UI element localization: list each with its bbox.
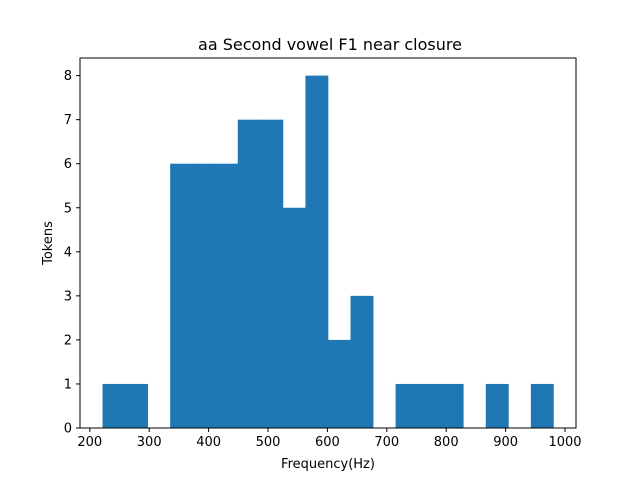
histogram-bar-1: [125, 383, 148, 428]
y-tick-label: 1: [64, 377, 72, 392]
histogram-bar-15: [440, 383, 464, 428]
histogram-bar-3: [170, 163, 194, 428]
y-tick-label: 3: [64, 289, 72, 304]
x-tick-label: 400: [196, 435, 221, 450]
y-tick-label: 5: [64, 201, 72, 216]
y-tick-label: 0: [64, 422, 72, 437]
histogram-bar-17: [485, 383, 509, 428]
y-tick-label: 8: [64, 69, 72, 84]
histogram-bar-9: [305, 75, 329, 428]
histogram-bar-13: [395, 383, 419, 428]
x-axis-label: Frequency(Hz): [281, 457, 375, 472]
y-tick-label: 7: [64, 113, 72, 128]
plot-frame: [79, 57, 577, 429]
chart-title: aa Second vowel F1 near closure: [198, 35, 462, 54]
histogram-bar-14: [418, 383, 442, 428]
histogram-bar-4: [192, 163, 216, 428]
histogram-bar-8: [282, 207, 306, 428]
y-axis-ticks: 0 1 2 3 4 5 6 7 8: [64, 69, 80, 437]
x-tick-label: 500: [256, 435, 281, 450]
x-tick-label: 800: [434, 435, 459, 450]
histogram-bar-0: [102, 383, 126, 428]
histogram-bar-19: [530, 383, 554, 428]
bars-group: [102, 75, 554, 429]
y-tick-label: 2: [64, 333, 72, 348]
histogram-bar-7: [260, 119, 284, 429]
histogram-bar-11: [350, 295, 374, 428]
histogram-bar-5: [215, 163, 239, 428]
y-axis-label: Tokens: [41, 221, 56, 266]
histogram-bar-10: [327, 339, 351, 428]
x-tick-label: 900: [493, 435, 518, 450]
y-tick-label: 4: [64, 245, 72, 260]
x-axis-ticks: 200 300 400 500 600 700 800 900 1000: [77, 428, 582, 450]
histogram-bar-6: [237, 119, 261, 429]
x-tick-label: 700: [374, 435, 399, 450]
y-tick-label: 6: [64, 157, 72, 172]
x-tick-label: 1000: [548, 435, 581, 450]
x-tick-label: 200: [77, 435, 102, 450]
x-tick-label: 300: [137, 435, 162, 450]
x-tick-label: 600: [315, 435, 340, 450]
